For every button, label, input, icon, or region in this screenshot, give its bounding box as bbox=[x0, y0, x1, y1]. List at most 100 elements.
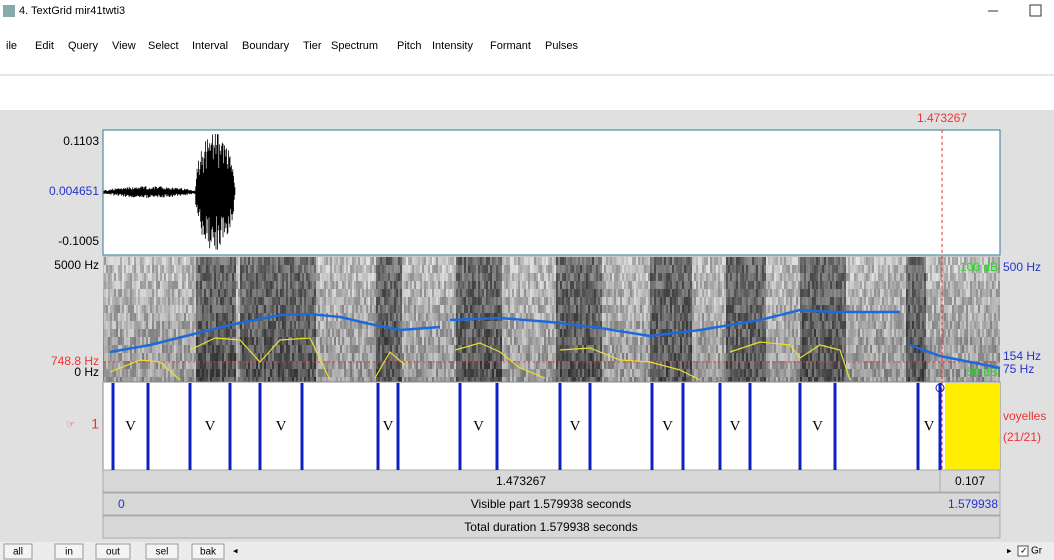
spectrogram-cell bbox=[444, 321, 446, 329]
spectrogram-cell bbox=[616, 273, 618, 281]
spectrogram-cell bbox=[576, 337, 578, 345]
spectrogram-cell bbox=[196, 273, 198, 281]
spectrogram-cell bbox=[234, 289, 236, 297]
spectrogram-cell bbox=[132, 281, 134, 289]
spectrogram-cell bbox=[606, 265, 608, 273]
spectrogram-cell bbox=[650, 281, 652, 289]
spectrogram-cell bbox=[470, 297, 472, 305]
spectrogram-cell bbox=[252, 305, 254, 313]
spectrogram-cell bbox=[228, 337, 230, 345]
spectrogram-cell bbox=[500, 281, 502, 289]
spectrogram-cell bbox=[440, 289, 442, 297]
spectrogram-cell bbox=[584, 289, 586, 297]
spectrogram-cell bbox=[376, 329, 378, 337]
spectrogram-cell bbox=[152, 257, 154, 265]
spectrogram-cell bbox=[370, 329, 372, 337]
spectrogram-cell bbox=[626, 289, 628, 297]
spectrogram-cell bbox=[122, 281, 124, 289]
spectrogram-cell bbox=[166, 257, 168, 265]
spectrogram-cell bbox=[652, 305, 654, 313]
spectrogram-cell bbox=[494, 337, 496, 345]
spectrogram-cell bbox=[688, 265, 690, 273]
spectrogram-cell bbox=[400, 353, 402, 361]
spectrogram-cell bbox=[654, 345, 656, 353]
spectrogram-cell bbox=[282, 345, 284, 353]
spectrogram-cell bbox=[568, 289, 570, 297]
spectrogram-cell bbox=[274, 329, 276, 337]
spectrogram-cell bbox=[266, 337, 268, 345]
spectrogram-cell bbox=[674, 313, 676, 321]
spectrogram-cell bbox=[270, 353, 272, 361]
spectrogram-cell bbox=[468, 289, 470, 297]
spectrogram-cell bbox=[692, 297, 694, 305]
spectrogram-cell bbox=[648, 273, 650, 281]
spectrogram-cell bbox=[712, 281, 714, 289]
spectrogram-cell bbox=[448, 345, 450, 353]
spectrogram-cell bbox=[466, 337, 468, 345]
spectrogram-cell bbox=[528, 345, 530, 353]
spectrogram-cell bbox=[272, 265, 274, 273]
spectrogram-cell bbox=[614, 273, 616, 281]
spectrogram-cell bbox=[662, 289, 664, 297]
spectrogram-cell bbox=[508, 321, 510, 329]
spectrogram-cell bbox=[432, 353, 434, 361]
spectrogram-cell bbox=[126, 329, 128, 337]
spectrogram-cell bbox=[176, 353, 178, 361]
spectrogram-cell bbox=[232, 257, 234, 265]
spectrogram-cell bbox=[448, 289, 450, 297]
spectrogram-cell bbox=[720, 297, 722, 305]
spectrogram-cell bbox=[278, 329, 280, 337]
spectrogram-cell bbox=[510, 273, 512, 281]
spectrogram-cell bbox=[452, 329, 454, 337]
spectrogram-cell bbox=[388, 273, 390, 281]
spectrogram-cell bbox=[640, 321, 642, 329]
spectrogram-cell bbox=[610, 281, 612, 289]
spectrogram-cell bbox=[464, 345, 466, 353]
spectrogram-cell bbox=[284, 289, 286, 297]
spectrogram-cell bbox=[536, 353, 538, 361]
spectrogram-cell bbox=[636, 305, 638, 313]
spectrogram-cell bbox=[656, 281, 658, 289]
spectrogram-cell bbox=[282, 273, 284, 281]
spectrogram-cell bbox=[688, 321, 690, 329]
spectrogram-cell bbox=[292, 345, 294, 353]
spectrogram-cell bbox=[478, 265, 480, 273]
spectrogram-cell bbox=[292, 281, 294, 289]
spectrogram-cell bbox=[216, 265, 218, 273]
spectrogram-cell bbox=[288, 289, 290, 297]
spectrogram-cell bbox=[146, 281, 148, 289]
spectrogram-cell bbox=[632, 313, 634, 321]
spectrogram-cell bbox=[376, 265, 378, 273]
spectrogram-cell bbox=[208, 257, 210, 265]
spectrogram-cell bbox=[412, 345, 414, 353]
spectrogram-cell bbox=[510, 321, 512, 329]
spectrogram-cell bbox=[204, 313, 206, 321]
spectrogram-cell bbox=[164, 305, 166, 313]
spectrogram-cell bbox=[326, 281, 328, 289]
spectrogram-cell bbox=[220, 305, 222, 313]
spectrogram-cell bbox=[674, 273, 676, 281]
spectrogram-cell bbox=[362, 345, 364, 353]
spectrogram-cell bbox=[286, 305, 288, 313]
spectrogram-cell bbox=[460, 369, 462, 377]
spectrogram-cell bbox=[506, 369, 508, 377]
spectrogram-cell bbox=[136, 329, 138, 337]
spectrogram-cell bbox=[308, 329, 310, 337]
spectrogram-cell bbox=[254, 321, 256, 329]
spectrogram-cell bbox=[306, 353, 308, 361]
spectrogram-cell bbox=[384, 281, 386, 289]
spectrogram-cell bbox=[562, 337, 564, 345]
spectrogram-cell bbox=[566, 257, 568, 265]
spectrogram-cell bbox=[164, 265, 166, 273]
spectrogram-cell bbox=[454, 329, 456, 337]
spectrogram-cell bbox=[472, 297, 474, 305]
spectrogram-cell bbox=[186, 289, 188, 297]
spectrogram-cell bbox=[122, 297, 124, 305]
spectrogram-cell bbox=[342, 297, 344, 305]
spectrogram-cell bbox=[484, 297, 486, 305]
spectrogram-cell bbox=[152, 313, 154, 321]
spectrogram-cell bbox=[302, 257, 304, 265]
spectrogram-cell bbox=[156, 273, 158, 281]
spectrogram-cell bbox=[306, 281, 308, 289]
spectrogram-cell bbox=[354, 337, 356, 345]
